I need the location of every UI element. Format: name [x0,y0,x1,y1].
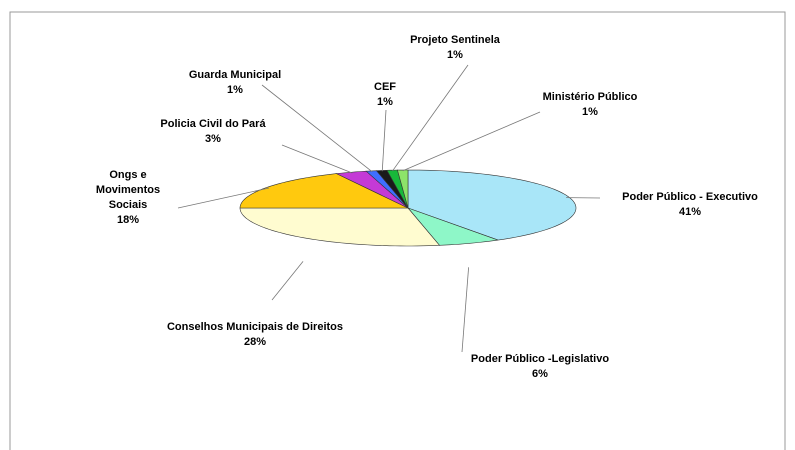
slice-label: Ongs e Movimentos Sociais 18% [83,168,173,228]
slice [239,207,441,247]
slice-label: Conselhos Municipais de Direitos 28% [135,320,375,350]
category-label: Ongs e Movimentos Sociais [95,169,161,211]
slice [407,207,499,246]
slice [239,173,409,209]
category-label: Poder Público -Legislativo [470,353,610,365]
value-label: 18% [116,214,140,226]
value-label: 6% [532,368,548,380]
leader-line [381,109,387,172]
slice-label: Ministério Público 1% [525,90,655,120]
leader-line [392,64,469,172]
leader-line [281,144,353,174]
leader-line [177,187,270,209]
slice-label: Poder Público - Executivo 41% [590,190,790,220]
category-label: Projeto Sentinela [410,34,500,46]
slice-label: Policia Civil do Pará 3% [158,117,268,147]
category-label: Guarda Municipal [188,69,282,81]
value-label: 1% [227,84,243,96]
category-label: Poder Público - Executivo [622,191,758,203]
leader-line [461,267,470,353]
category-label: Ministério Público [542,91,638,103]
value-label: 41% [678,206,702,218]
slice [397,169,409,209]
frame [9,11,786,450]
category-label: Policia Civil do Pará [160,118,266,130]
slice-label: Projeto Sentinela 1% [390,33,520,63]
leader-line [261,84,373,172]
value-label: 28% [243,336,267,348]
category-label: Conselhos Municipais de Direitos [166,321,344,333]
category-label: CEF [374,81,396,93]
leader-line [271,261,304,301]
slice-label: Guarda Municipal 1% [170,68,300,98]
slice-label: CEF 1% [365,80,405,110]
value-label: 1% [582,106,598,118]
value-label: 1% [447,49,463,61]
value-label: 3% [205,133,221,145]
value-label: 1% [377,96,393,108]
leader-line [402,111,541,172]
slice-label: Poder Público -Legislativo 6% [440,352,640,382]
